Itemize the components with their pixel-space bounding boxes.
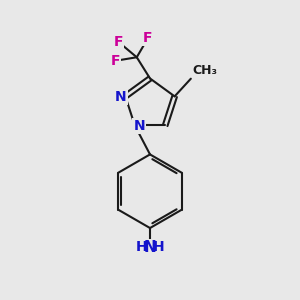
Text: H: H [136,241,148,254]
Text: CH₃: CH₃ [192,64,217,77]
Text: H: H [152,241,164,254]
Text: F: F [143,31,153,45]
Text: F: F [114,35,123,49]
Text: N: N [134,119,145,133]
Text: N: N [144,240,156,255]
Text: F: F [111,54,120,68]
Text: N: N [115,90,127,104]
